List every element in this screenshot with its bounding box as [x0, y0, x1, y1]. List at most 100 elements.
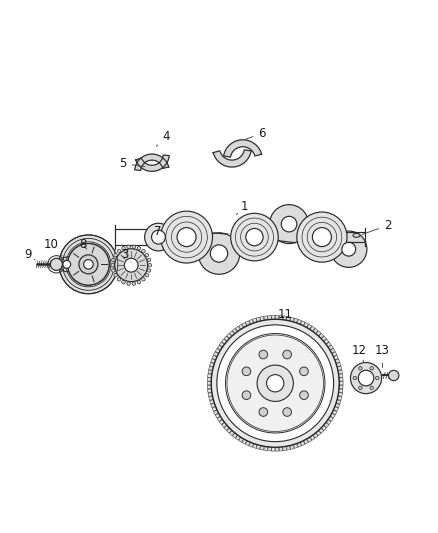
Polygon shape — [330, 413, 335, 418]
Circle shape — [137, 247, 141, 250]
Polygon shape — [321, 425, 326, 431]
Polygon shape — [245, 441, 250, 446]
Circle shape — [210, 245, 228, 262]
Polygon shape — [313, 328, 318, 334]
Circle shape — [246, 229, 263, 246]
Polygon shape — [326, 419, 331, 424]
Circle shape — [127, 282, 130, 285]
Polygon shape — [214, 352, 219, 357]
Text: 12: 12 — [352, 344, 367, 362]
Text: 11: 11 — [277, 309, 292, 321]
Polygon shape — [307, 324, 312, 329]
Polygon shape — [276, 316, 279, 319]
Polygon shape — [208, 374, 212, 377]
Polygon shape — [335, 403, 340, 408]
Circle shape — [124, 259, 138, 272]
Polygon shape — [236, 435, 240, 440]
Circle shape — [267, 375, 284, 392]
Circle shape — [141, 278, 145, 281]
Circle shape — [359, 367, 362, 370]
Circle shape — [259, 350, 268, 359]
Circle shape — [148, 263, 152, 267]
Polygon shape — [326, 342, 331, 347]
Polygon shape — [339, 382, 343, 385]
Polygon shape — [279, 316, 283, 320]
Circle shape — [137, 280, 141, 284]
Polygon shape — [290, 445, 294, 449]
Circle shape — [114, 273, 117, 277]
Circle shape — [132, 282, 136, 285]
Text: 10: 10 — [44, 238, 62, 256]
Circle shape — [300, 391, 308, 400]
Circle shape — [283, 350, 291, 359]
Circle shape — [370, 367, 373, 370]
Text: 5: 5 — [119, 157, 145, 170]
Polygon shape — [336, 400, 341, 404]
Ellipse shape — [353, 233, 360, 237]
Polygon shape — [332, 352, 337, 357]
Polygon shape — [337, 366, 342, 370]
Polygon shape — [207, 378, 212, 381]
Polygon shape — [212, 356, 217, 360]
Circle shape — [217, 325, 334, 442]
Text: 4: 4 — [156, 130, 170, 146]
Circle shape — [342, 243, 356, 256]
Circle shape — [84, 260, 93, 269]
Polygon shape — [217, 416, 222, 422]
Circle shape — [161, 211, 212, 263]
Polygon shape — [256, 317, 261, 322]
Polygon shape — [333, 356, 339, 360]
Polygon shape — [230, 331, 234, 336]
Polygon shape — [336, 362, 341, 367]
Polygon shape — [332, 410, 337, 415]
Polygon shape — [310, 435, 315, 440]
Polygon shape — [328, 345, 333, 350]
Polygon shape — [330, 349, 335, 353]
Circle shape — [122, 247, 125, 250]
Polygon shape — [304, 439, 308, 444]
Polygon shape — [256, 445, 261, 449]
Polygon shape — [227, 428, 232, 433]
Circle shape — [141, 249, 145, 253]
Polygon shape — [219, 419, 224, 424]
Circle shape — [112, 269, 115, 272]
Polygon shape — [268, 316, 271, 320]
Polygon shape — [222, 339, 227, 344]
Polygon shape — [233, 433, 237, 438]
Polygon shape — [211, 359, 215, 364]
Polygon shape — [239, 324, 244, 329]
Polygon shape — [339, 385, 343, 389]
Polygon shape — [236, 326, 240, 332]
Circle shape — [115, 249, 148, 281]
Circle shape — [147, 258, 151, 262]
Text: 8: 8 — [79, 238, 87, 251]
Polygon shape — [260, 317, 264, 321]
Text: 1: 1 — [236, 200, 248, 215]
Circle shape — [198, 233, 240, 274]
Polygon shape — [272, 447, 275, 451]
Polygon shape — [307, 437, 312, 442]
Polygon shape — [297, 442, 301, 447]
Polygon shape — [224, 425, 229, 431]
Text: 6: 6 — [245, 127, 266, 140]
Polygon shape — [239, 437, 244, 442]
Circle shape — [226, 334, 325, 433]
Circle shape — [231, 213, 278, 261]
Circle shape — [358, 370, 374, 386]
Circle shape — [259, 408, 268, 416]
Circle shape — [122, 280, 125, 284]
Polygon shape — [208, 389, 212, 393]
Polygon shape — [300, 441, 305, 446]
Circle shape — [257, 365, 293, 401]
Polygon shape — [276, 447, 279, 451]
Polygon shape — [249, 442, 254, 447]
Text: 3: 3 — [121, 248, 131, 262]
Polygon shape — [324, 339, 329, 344]
Polygon shape — [283, 446, 286, 451]
Polygon shape — [321, 336, 326, 341]
Polygon shape — [279, 447, 283, 451]
Polygon shape — [209, 366, 213, 370]
Circle shape — [147, 269, 151, 272]
Polygon shape — [222, 423, 227, 427]
Circle shape — [242, 391, 251, 400]
